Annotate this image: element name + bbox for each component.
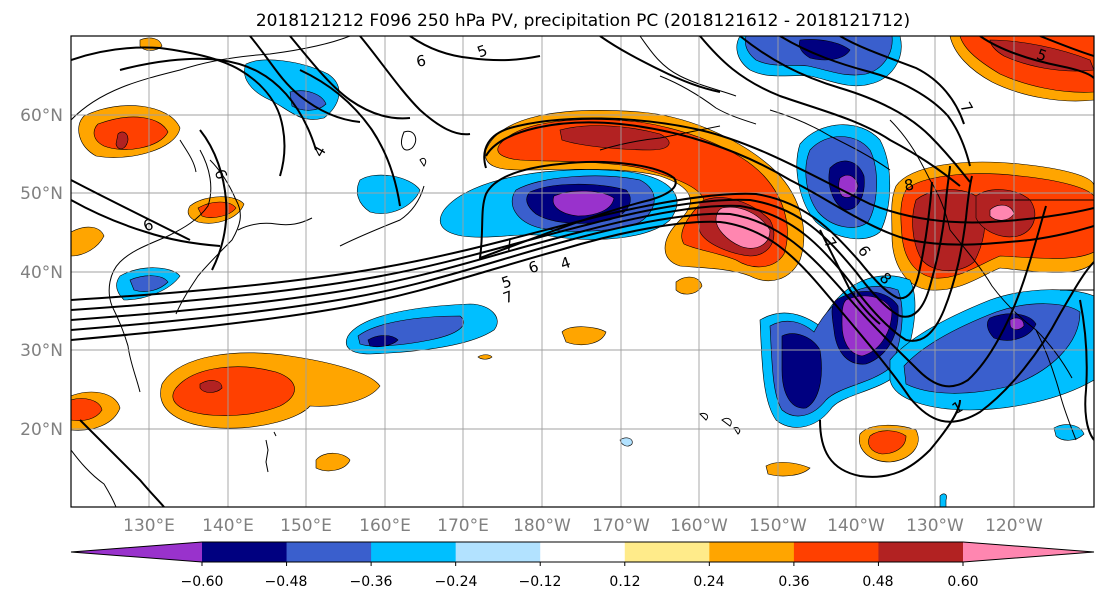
- positive-precipitation-shading: [71, 36, 1094, 477]
- colorbar: [70, 541, 1095, 566]
- latitude-labels: 60°N 50°N 40°N 30°N 20°N: [20, 106, 63, 440]
- lon-label: 120°W: [985, 516, 1043, 536]
- colorbar-tick-label: −0.12: [519, 574, 562, 590]
- lon-label: 150°W: [749, 516, 807, 536]
- contour-label: 8: [903, 175, 916, 194]
- map-panel: 6 5 4 6 7 7 6 5 4 8 7 6 8 7 6 5 1 60°N 5…: [20, 35, 1095, 536]
- colorbar-segment: [202, 542, 288, 562]
- lat-label: 60°N: [20, 106, 63, 126]
- colorbar-segment: [624, 542, 710, 562]
- colorbar-tick-labels: −0.60 −0.48 −0.36 −0.24 −0.12 0.12 0.24 …: [181, 574, 979, 590]
- colorbar-tick-label: 0.36: [778, 574, 809, 590]
- colorbar-segment: [963, 542, 1094, 562]
- colorbar-segment: [793, 542, 879, 562]
- colorbar-tick-label: −0.36: [350, 574, 393, 590]
- lon-label: 140°E: [202, 516, 254, 536]
- lat-label: 50°N: [20, 184, 63, 204]
- colorbar-segment: [540, 542, 626, 562]
- pv-contours: [71, 36, 1094, 507]
- contour-label: 7: [502, 235, 516, 255]
- colorbar-segment: [878, 542, 964, 562]
- lon-label: 130°E: [123, 516, 175, 536]
- colorbar-segment: [286, 542, 372, 562]
- longitude-labels: 130°E 140°E 150°E 160°E 170°E 180°W 170°…: [123, 516, 1043, 536]
- colorbar-tick-label: 0.60: [947, 574, 978, 590]
- lon-label: 150°E: [280, 516, 332, 536]
- colorbar-segment: [709, 542, 795, 562]
- colorbar-tick-label: 0.12: [609, 574, 640, 590]
- colorbar-tick-label: −0.60: [181, 574, 224, 590]
- lon-label: 180°W: [513, 516, 571, 536]
- contour-label: 6: [415, 51, 428, 70]
- lat-label: 20°N: [20, 420, 63, 440]
- lat-label: 40°N: [20, 263, 63, 283]
- colorbar-tick-label: −0.48: [265, 574, 308, 590]
- lon-label: 170°E: [437, 516, 489, 536]
- lon-label: 130°W: [906, 516, 964, 536]
- lon-label: 140°W: [827, 516, 885, 536]
- lon-label: 170°W: [592, 516, 650, 536]
- colorbar-tick-label: −0.24: [435, 574, 478, 590]
- lon-label: 160°E: [359, 516, 411, 536]
- colorbar-segment: [455, 542, 541, 562]
- colorbar-tick-label: 0.24: [693, 574, 724, 590]
- figure-title: 2018121212 F096 250 hPa PV, precipitatio…: [256, 11, 910, 31]
- colorbar-tick-label: 0.48: [862, 574, 893, 590]
- colorbar-segment: [71, 542, 202, 562]
- lon-label: 160°W: [670, 516, 728, 536]
- colorbar-segment: [371, 542, 457, 562]
- lat-label: 30°N: [20, 341, 63, 361]
